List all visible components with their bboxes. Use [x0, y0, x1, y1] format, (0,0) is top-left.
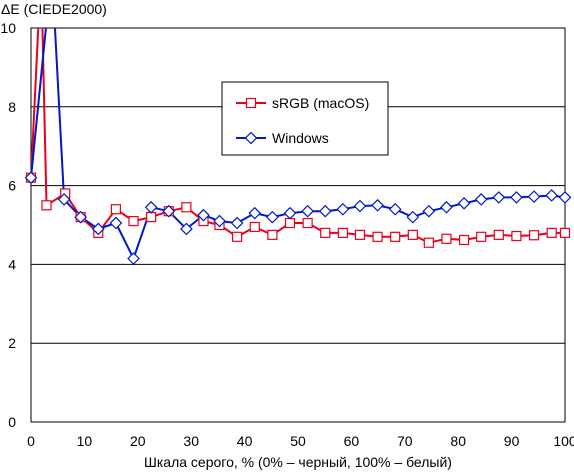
- x-tick-label: 10: [77, 433, 93, 449]
- y-tick-label: 8: [8, 99, 16, 115]
- legend-label-windows: Windows: [272, 130, 329, 146]
- legend-label-srgb: sRGB (macOS): [272, 95, 369, 111]
- data-point: [74, 210, 88, 224]
- y-axis-title: ΔE (CIEDE2000): [1, 1, 107, 17]
- data-point: [213, 214, 226, 228]
- data-point: [230, 216, 244, 230]
- data-point: [146, 212, 157, 223]
- x-tick-label: 90: [504, 433, 520, 449]
- data-point: [144, 200, 158, 214]
- data-point: [510, 191, 523, 204]
- x-tick-label: 80: [450, 433, 466, 449]
- data-point: [511, 230, 522, 242]
- y-tick-label: 6: [8, 178, 16, 194]
- data-point: [545, 189, 558, 202]
- y-tick-label: 0: [8, 414, 16, 430]
- data-point: [440, 200, 453, 214]
- data-point: [232, 231, 243, 242]
- y-tick-labels: 0 2 4 6 8 10: [0, 20, 16, 430]
- data-point: [458, 234, 470, 246]
- data-point: [457, 196, 471, 210]
- data-point: [197, 208, 210, 222]
- data-point: [248, 206, 262, 220]
- data-point: [559, 227, 571, 238]
- x-tick-label: 60: [344, 433, 360, 449]
- data-point: [57, 193, 71, 206]
- data-point: [127, 252, 140, 265]
- data-point: [441, 233, 452, 244]
- data-point: [422, 204, 436, 218]
- x-tick-label: 40: [237, 433, 253, 449]
- data-point: [390, 231, 401, 242]
- legend-marker-srgb: [245, 97, 257, 109]
- x-tick-label: 0: [27, 433, 35, 449]
- data-point: [110, 204, 122, 215]
- data-point: [546, 227, 557, 238]
- data-point: [266, 210, 279, 224]
- x-tick-label: 100: [553, 433, 574, 449]
- data-point: [371, 198, 384, 212]
- data-point: [181, 202, 192, 213]
- data-point: [109, 216, 123, 230]
- data-point: [284, 217, 296, 229]
- data-point: [407, 229, 418, 240]
- data-point: [558, 191, 572, 204]
- data-point: [372, 231, 383, 242]
- data-point: [128, 215, 139, 227]
- x-tick-labels: 0 10 20 30 40 50 60 70 80 90 100: [27, 433, 574, 449]
- data-point: [406, 210, 420, 224]
- data-point: [423, 237, 434, 248]
- data-point: [283, 206, 297, 220]
- data-point: [301, 204, 314, 218]
- data-point: [336, 202, 350, 216]
- x-tick-label: 50: [290, 433, 306, 449]
- y-tick-label: 10: [0, 20, 16, 36]
- x-axis-title: Шкала серого, % (0% – черный, 100% – бел…: [144, 454, 452, 470]
- data-point: [493, 229, 504, 240]
- data-point: [91, 222, 105, 236]
- data-point: [354, 229, 366, 240]
- data-point: [41, 200, 52, 211]
- data-point: [474, 193, 488, 206]
- data-point: [337, 227, 348, 238]
- data-point: [527, 190, 541, 203]
- x-tick-label: 70: [397, 433, 413, 449]
- data-point: [180, 222, 193, 236]
- data-point: [267, 229, 278, 240]
- legend-marker-windows: [244, 131, 258, 145]
- data-point: [318, 204, 332, 218]
- plot-area-border: [30, 27, 566, 423]
- marker-layer: [24, 171, 572, 265]
- data-point: [320, 227, 331, 238]
- data-point: [388, 202, 402, 216]
- y-tick-label: 2: [8, 335, 16, 351]
- data-point: [24, 171, 38, 185]
- x-tick-label: 20: [130, 433, 146, 449]
- x-tick-label: 30: [183, 433, 199, 449]
- data-point: [476, 231, 487, 242]
- y-tick-label: 4: [8, 256, 16, 272]
- data-point: [302, 217, 313, 229]
- data-point: [353, 199, 367, 213]
- data-point: [162, 204, 176, 218]
- legend: sRGB (macOS) Windows: [221, 81, 389, 156]
- data-point: [249, 221, 260, 233]
- data-point: [492, 191, 506, 204]
- data-point: [528, 230, 540, 241]
